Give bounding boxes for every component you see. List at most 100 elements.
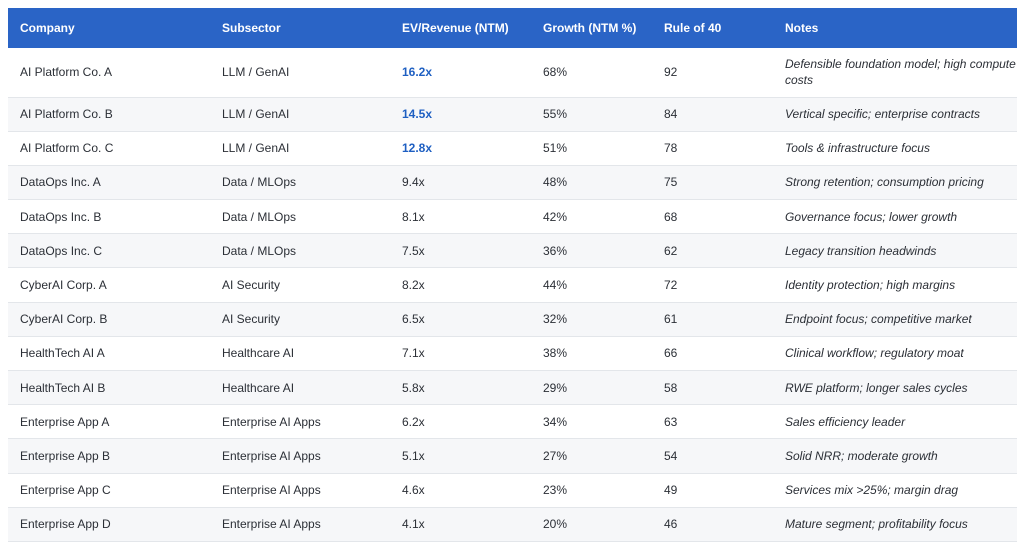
company-cell: CyberAI Corp. A [20, 278, 107, 293]
table-row[interactable]: AI Platform Co. B LLM / GenAI 14.5x 55% 84 Ve… [8, 97, 1017, 132]
col-header-notes[interactable]: Notes [785, 21, 819, 35]
notes-cell: Tools & infrastructure focus [785, 141, 930, 156]
company-cell: HealthTech AI A [20, 346, 105, 361]
table-row[interactable]: Enterprise App C Enterprise AI Apps 4.6x 23… [8, 473, 1017, 508]
company-cell: AI Platform Co. B [20, 107, 113, 122]
rule-of-40-cell: 75 [664, 175, 678, 190]
rule-of-40-cell: 72 [664, 278, 678, 293]
col-header-company[interactable]: Company [20, 21, 75, 35]
subsector-cell: Data / MLOps [222, 243, 297, 258]
table-row[interactable]: CyberAI Corp. A AI Security 8.2x 44% 72 Ident… [8, 268, 1017, 303]
notes-cell: Sales efficiency leader [785, 414, 906, 429]
ev-revenue-cell: 6.5x [402, 312, 425, 327]
subsector-cell: Healthcare AI [222, 346, 295, 361]
table-body: AI Platform Co. A LLM / GenAI 16.2x 68% 92 De… [8, 48, 1017, 542]
col-header-rule-of-40[interactable]: Rule of 40 [664, 21, 722, 35]
table-row[interactable]: HealthTech AI B Healthcare AI 5.8x 29% 58 RWE… [8, 370, 1017, 405]
notes-cell: Endpoint focus; competitive market [785, 312, 972, 327]
col-header-subsector[interactable]: Subsector [222, 21, 281, 35]
ev-revenue-cell: 4.6x [402, 483, 425, 498]
table-row[interactable]: AI Platform Co. A LLM / GenAI 16.2x 68% 92 De… [8, 48, 1017, 97]
subsector-cell: LLM / GenAI [222, 141, 290, 156]
subsector-cell: LLM / GenAI [222, 65, 290, 80]
ev-revenue-cell: 7.5x [402, 243, 425, 258]
ev-revenue-cell: 7.1x [402, 346, 425, 361]
rule-of-40-cell: 68 [664, 209, 678, 224]
subsector-cell: Data / MLOps [222, 209, 297, 224]
company-cell: AI Platform Co. A [20, 65, 113, 80]
rule-of-40-cell: 92 [664, 65, 678, 80]
table-row[interactable]: HealthTech AI A Healthcare AI 7.1x 38% 66 Cli… [8, 336, 1017, 371]
notes-cell: Mature segment; profitability focus [785, 517, 968, 532]
growth-cell: 36% [543, 243, 568, 258]
growth-cell: 27% [543, 448, 568, 463]
notes-cell: RWE platform; longer sales cycles [785, 380, 968, 395]
table-row[interactable]: DataOps Inc. B Data / MLOps 8.1x 42% 68 Gover… [8, 200, 1017, 234]
table-header: Company Subsector EV/Revenue (NTM) Growt… [8, 8, 1017, 48]
table-row[interactable]: AI Platform Co. C LLM / GenAI 12.8x 51% 78 To… [8, 131, 1017, 166]
company-cell: Enterprise App A [20, 414, 110, 429]
ev-revenue-cell: 14.5x [402, 107, 433, 122]
company-cell: DataOps Inc. B [20, 209, 102, 224]
header-row: Company Subsector EV/Revenue (NTM) Growt… [8, 8, 1017, 48]
rule-of-40-cell: 84 [664, 107, 678, 122]
table-row[interactable]: CyberAI Corp. B AI Security 6.5x 32% 61 Endpo… [8, 302, 1017, 337]
ev-revenue-cell: 5.1x [402, 448, 425, 463]
ev-revenue-cell: 4.1x [402, 517, 425, 532]
col-header-ev-revenue[interactable]: EV/Revenue (NTM) [402, 21, 509, 35]
growth-cell: 29% [543, 380, 568, 395]
growth-cell: 51% [543, 141, 568, 156]
ev-revenue-cell: 16.2x [402, 65, 433, 80]
growth-cell: 38% [543, 346, 568, 361]
growth-cell: 20% [543, 517, 568, 532]
subsector-cell: LLM / GenAI [222, 107, 290, 122]
notes-cell: Services mix >25%; margin drag [785, 483, 959, 498]
subsector-cell: AI Security [222, 278, 281, 293]
table-row[interactable]: Enterprise App A Enterprise AI Apps 6.2x 34… [8, 405, 1017, 439]
table-row[interactable]: Enterprise App B Enterprise AI Apps 5.1x 27… [8, 438, 1017, 474]
notes-cell: Strong retention; consumption pricing [785, 175, 984, 190]
company-cell: CyberAI Corp. B [20, 312, 108, 327]
subsector-cell: Healthcare AI [222, 380, 295, 395]
rule-of-40-cell: 62 [664, 243, 678, 258]
growth-cell: 23% [543, 483, 568, 498]
col-header-growth[interactable]: Growth (NTM %) [543, 21, 637, 35]
company-cell: Enterprise App B [20, 448, 111, 463]
table-row[interactable]: Enterprise App D Enterprise AI Apps 4.1x 20… [8, 507, 1017, 542]
company-cell: DataOps Inc. C [20, 243, 103, 258]
ev-revenue-cell: 5.8x [402, 380, 425, 395]
ev-revenue-cell: 9.4x [402, 175, 425, 190]
table-row[interactable]: DataOps Inc. C Data / MLOps 7.5x 36% 62 Legac… [8, 233, 1017, 268]
notes-cell: Clinical workflow; regulatory moat [785, 346, 964, 361]
growth-cell: 32% [543, 312, 568, 327]
company-cell: Enterprise App C [20, 483, 111, 498]
notes-cell: Governance focus; lower growth [785, 209, 958, 224]
growth-cell: 34% [543, 414, 568, 429]
rule-of-40-cell: 61 [664, 312, 678, 327]
notes-cell: Legacy transition headwinds [785, 243, 937, 258]
company-cell: DataOps Inc. A [20, 175, 101, 190]
table-row[interactable]: DataOps Inc. A Data / MLOps 9.4x 48% 75 Stron… [8, 165, 1017, 200]
ev-revenue-cell: 8.1x [402, 209, 425, 224]
subsector-cell: Enterprise AI Apps [222, 414, 321, 429]
comps-table: Company Subsector EV/Revenue (NTM) Growt… [8, 8, 1017, 542]
subsector-cell: Enterprise AI Apps [222, 517, 321, 532]
growth-cell: 48% [543, 175, 568, 190]
ev-revenue-cell: 6.2x [402, 414, 425, 429]
growth-cell: 44% [543, 278, 568, 293]
subsector-cell: Enterprise AI Apps [222, 483, 321, 498]
rule-of-40-cell: 78 [664, 141, 678, 156]
rule-of-40-cell: 46 [664, 517, 678, 532]
growth-cell: 68% [543, 65, 568, 80]
rule-of-40-cell: 63 [664, 414, 678, 429]
notes-cell: Solid NRR; moderate growth [785, 448, 938, 463]
company-cell: AI Platform Co. C [20, 141, 114, 156]
notes-cell: Identity protection; high margins [785, 278, 956, 293]
growth-cell: 55% [543, 107, 568, 122]
subsector-cell: Enterprise AI Apps [222, 448, 321, 463]
company-cell: Enterprise App D [20, 517, 111, 532]
rule-of-40-cell: 58 [664, 380, 678, 395]
rule-of-40-cell: 66 [664, 346, 678, 361]
rule-of-40-cell: 49 [664, 483, 678, 498]
